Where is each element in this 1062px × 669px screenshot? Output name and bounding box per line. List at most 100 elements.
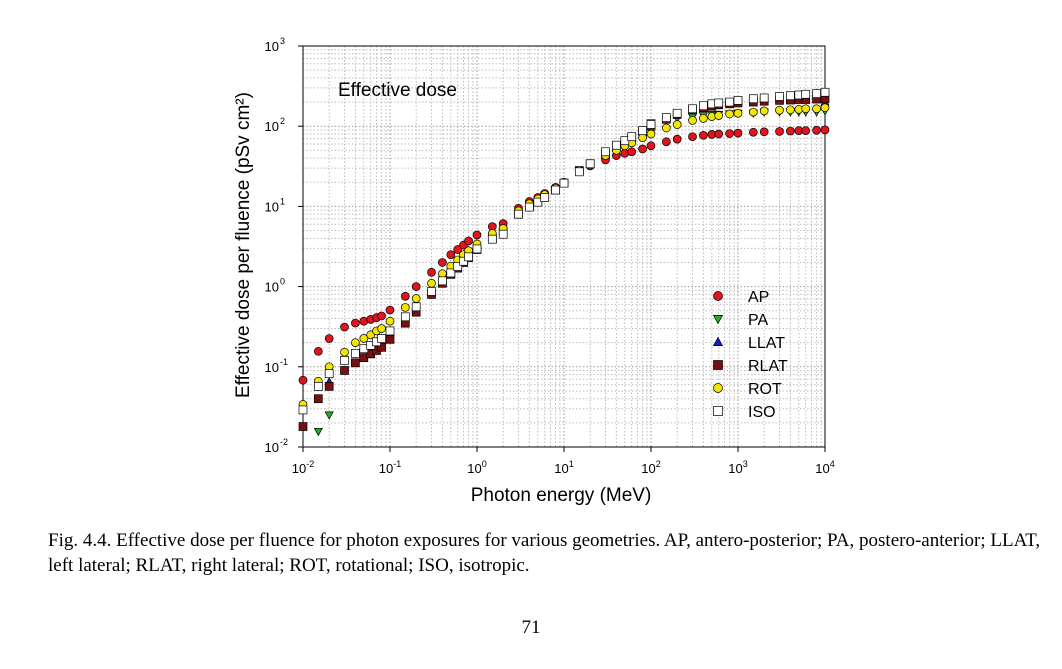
marker-iso bbox=[559, 178, 569, 188]
marker-rot bbox=[646, 129, 656, 139]
marker-ap bbox=[446, 250, 456, 260]
x-tick-label: 10-1 bbox=[379, 459, 401, 476]
marker-iso bbox=[714, 98, 724, 108]
marker-rot bbox=[714, 111, 724, 120]
marker-ap bbox=[759, 127, 769, 137]
marker-pa bbox=[324, 411, 334, 420]
legend-label: RLAT bbox=[748, 358, 788, 375]
marker-iso bbox=[725, 97, 734, 107]
marker-ap bbox=[464, 236, 473, 246]
marker-rot bbox=[400, 303, 410, 312]
legend-marker-llat bbox=[712, 336, 724, 346]
legend-marker-ap bbox=[713, 291, 723, 301]
marker-ap bbox=[748, 127, 758, 137]
legend: AP PA LLAT RLAT ROT ISO bbox=[712, 289, 788, 421]
marker-iso bbox=[801, 89, 811, 99]
x-tick-label: 100 bbox=[467, 459, 486, 476]
chart-title: Effective dose bbox=[338, 80, 457, 101]
marker-iso bbox=[786, 91, 795, 101]
marker-iso bbox=[438, 276, 447, 286]
marker-rlat bbox=[313, 394, 323, 404]
legend-label: AP bbox=[748, 289, 769, 306]
y-tick-exponent: -2 bbox=[280, 437, 288, 447]
x-axis-label: Photon energy (MeV) bbox=[471, 485, 652, 506]
marker-rot bbox=[340, 347, 349, 357]
y-tick-label: 10 bbox=[265, 119, 279, 134]
marker-iso bbox=[514, 209, 523, 219]
marker-ap bbox=[699, 130, 708, 140]
data-markers bbox=[298, 87, 830, 437]
marker-pa bbox=[313, 427, 323, 437]
marker-ap bbox=[351, 318, 360, 328]
marker-ap bbox=[733, 128, 743, 138]
marker-ap bbox=[411, 282, 421, 291]
marker-ap bbox=[313, 346, 323, 356]
marker-rot bbox=[438, 269, 447, 279]
legend-marker-rot bbox=[713, 383, 723, 393]
marker-iso bbox=[377, 334, 386, 343]
marker-ap bbox=[786, 126, 795, 136]
marker-iso bbox=[411, 302, 421, 312]
marker-rlat bbox=[324, 382, 334, 391]
marker-iso bbox=[525, 202, 534, 212]
legend-label: PA bbox=[748, 312, 768, 329]
marker-ap bbox=[638, 144, 647, 154]
marker-iso bbox=[748, 94, 758, 104]
marker-iso bbox=[812, 89, 821, 98]
grid-lines bbox=[303, 46, 825, 447]
marker-ap bbox=[646, 141, 656, 151]
marker-iso bbox=[759, 93, 769, 103]
marker-iso bbox=[672, 108, 682, 118]
marker-ap bbox=[340, 322, 349, 332]
legend-label: ISO bbox=[748, 404, 776, 421]
marker-rlat bbox=[340, 366, 349, 375]
marker-ap bbox=[725, 129, 734, 138]
marker-iso bbox=[446, 268, 456, 278]
marker-rot bbox=[351, 338, 360, 348]
legend-label: ROT bbox=[748, 381, 782, 398]
marker-ap bbox=[661, 137, 671, 147]
y-tick-exponent: 0 bbox=[280, 277, 285, 287]
x-tick-label: 104 bbox=[815, 459, 834, 476]
marker-iso bbox=[585, 159, 595, 169]
y-tick-label: 10 bbox=[265, 280, 279, 295]
marker-rot bbox=[748, 107, 758, 117]
marker-iso bbox=[298, 405, 308, 415]
marker-iso bbox=[464, 252, 473, 262]
y-tick-exponent: 3 bbox=[280, 36, 285, 46]
x-tick-label: 10-2 bbox=[292, 459, 314, 476]
marker-iso bbox=[385, 326, 395, 336]
y-tick-label: 10 bbox=[265, 199, 279, 214]
marker-ap bbox=[427, 267, 436, 277]
x-tick-label: 103 bbox=[728, 459, 747, 476]
marker-ap bbox=[672, 134, 682, 144]
marker-iso bbox=[638, 126, 647, 136]
marker-rot bbox=[661, 123, 671, 133]
marker-ap bbox=[438, 258, 447, 267]
marker-ap bbox=[775, 127, 784, 136]
marker-rot bbox=[759, 106, 769, 116]
marker-iso bbox=[775, 92, 784, 101]
legend-marker-iso bbox=[713, 406, 723, 416]
marker-iso bbox=[487, 234, 497, 244]
legend-marker-rlat bbox=[713, 360, 723, 370]
marker-iso bbox=[351, 349, 360, 358]
legend-marker-pa bbox=[712, 315, 724, 325]
marker-iso bbox=[733, 96, 743, 105]
marker-rot bbox=[672, 120, 682, 129]
page-number: 71 bbox=[521, 617, 541, 638]
x-tick-label: 101 bbox=[554, 459, 573, 476]
marker-ap bbox=[377, 311, 386, 321]
y-tick-label: 10 bbox=[265, 360, 279, 375]
marker-ap bbox=[453, 245, 463, 254]
x-tick-label: 102 bbox=[641, 459, 660, 476]
marker-iso bbox=[601, 147, 610, 157]
marker-iso bbox=[324, 369, 334, 379]
marker-iso bbox=[453, 262, 463, 271]
figure-caption: Fig. 4.4. Effective dose per fluence for… bbox=[48, 530, 1041, 576]
marker-iso bbox=[551, 185, 560, 195]
marker-rot bbox=[775, 105, 784, 115]
marker-ap bbox=[298, 375, 308, 385]
marker-rot bbox=[725, 109, 734, 119]
